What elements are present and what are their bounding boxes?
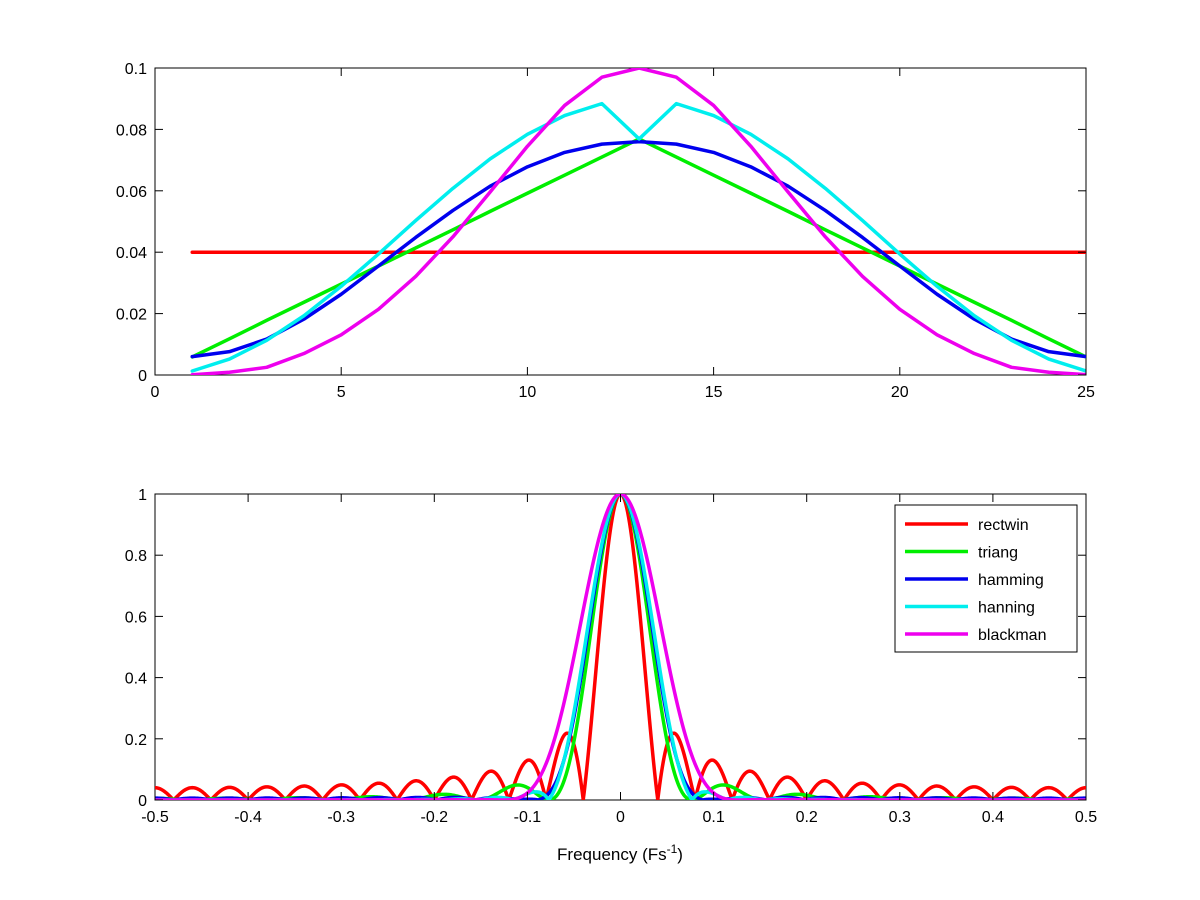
bottom-xtick-label: 0.2 (796, 809, 818, 826)
bottom-ytick-label: 0.8 (125, 548, 147, 565)
bottom-xlabel: Frequency (Fs-1) (557, 842, 683, 864)
bottom-xtick-label: 0.1 (702, 809, 724, 826)
bottom-axes: -0.5 -0.4 -0.3 -0.2 -0.1 0 0.1 0.2 0.3 0.4 0.5 0 0.2… (125, 487, 1097, 826)
top-series-hamming (190, 139, 1086, 359)
top-series-hanning (190, 101, 1086, 373)
bottom-xtick-label: -0.1 (514, 809, 542, 826)
top-ytick-label: 0.04 (116, 245, 147, 262)
top-ytick-label: 0 (138, 368, 147, 385)
bottom-ytick-label: 0.2 (125, 732, 147, 749)
top-ytick-label: 0.1 (125, 61, 147, 78)
top-xtick-label: 15 (705, 384, 723, 401)
legend-label-rectwin: rectwin (978, 517, 1029, 534)
legend-label-hanning: hanning (978, 600, 1035, 617)
top-ytick-label: 0.02 (116, 307, 147, 324)
bottom-xtick-label: 0 (616, 809, 625, 826)
bottom-ytick-label: 1 (138, 487, 147, 504)
legend-label-blackman: blackman (978, 627, 1046, 644)
bottom-series-group (155, 494, 1086, 800)
legend-label-triang: triang (978, 545, 1018, 562)
bottom-ytick-label: 0 (138, 793, 147, 810)
bottom-xtick-label: -0.4 (234, 809, 262, 826)
bottom-ytick-label: 0.6 (125, 609, 147, 626)
top-series-blackman (190, 68, 1086, 375)
legend-label-hamming: hamming (978, 572, 1044, 589)
bottom-legend: rectwin triang hamming hanning blackman (894, 504, 1078, 653)
top-xtick-label: 25 (1077, 384, 1095, 401)
bottom-xtick-label: 0.4 (982, 809, 1004, 826)
bottom-xtick-label: -0.2 (421, 809, 449, 826)
top-xtick-label: 5 (337, 384, 346, 401)
top-xtick-label: 20 (891, 384, 909, 401)
top-ytick-label: 0.08 (116, 122, 147, 139)
top-axes: 0 5 10 15 20 25 0 0.02 0.04 0.06 0.08 0.1 (116, 61, 1095, 401)
bottom-ytick-label: 0.4 (125, 671, 147, 688)
bottom-xtick-label: -0.3 (327, 809, 355, 826)
top-xtick-label: 0 (151, 384, 160, 401)
top-ytick-label: 0.06 (116, 184, 147, 201)
top-plot-area (154, 67, 1087, 376)
top-series-group (190, 68, 1086, 375)
bottom-xtick-label: 0.5 (1075, 809, 1097, 826)
bottom-series-hamming (155, 494, 1086, 800)
bottom-series-rectwin (155, 494, 1086, 800)
bottom-xtick-label: -0.5 (141, 809, 169, 826)
top-xtick-label: 10 (519, 384, 537, 401)
bottom-xtick-label: 0.3 (889, 809, 911, 826)
